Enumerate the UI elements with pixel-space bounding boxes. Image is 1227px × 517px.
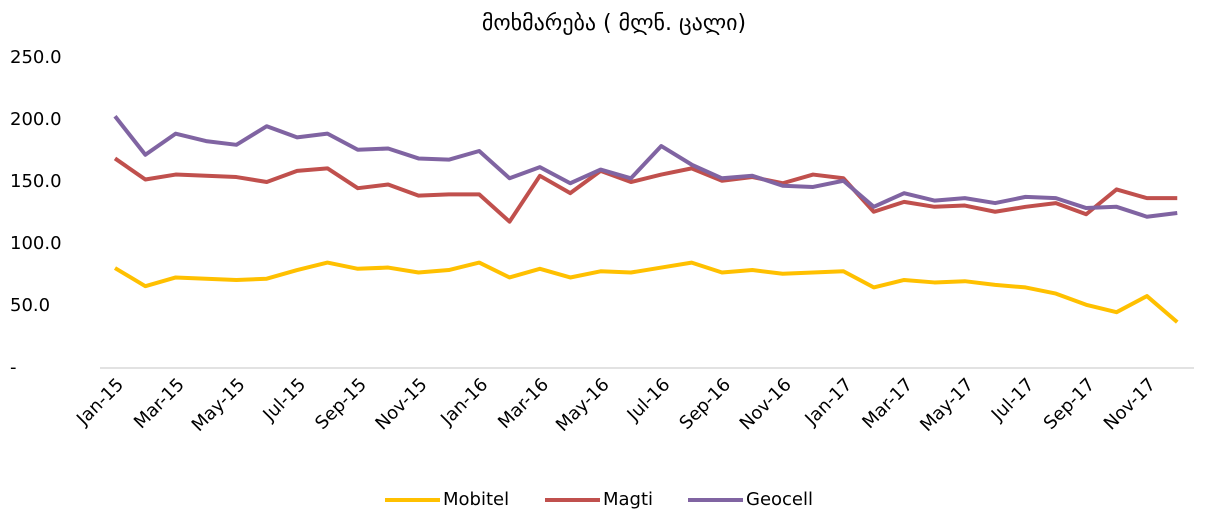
y-tick-label: 250.0: [10, 47, 62, 68]
x-tick-label: May-15: [188, 374, 250, 436]
x-tick-label: Nov-16: [736, 374, 796, 434]
x-tick-label: Sep-17: [1040, 374, 1100, 434]
x-tick-label: Jan-17: [800, 374, 856, 430]
x-tick-label: May-16: [552, 374, 614, 436]
y-tick-label: 50.0: [10, 295, 50, 316]
x-tick-label: Jan-15: [72, 374, 128, 430]
y-tick-label: 150.0: [10, 171, 62, 192]
x-tick-label: Sep-16: [675, 374, 735, 434]
legend-label: Mobitel: [443, 489, 509, 510]
x-tick-label: Mar-17: [858, 374, 917, 433]
legend-label: Geocell: [746, 489, 813, 510]
y-tick-label: 200.0: [10, 109, 62, 130]
x-tick-label: Nov-17: [1100, 374, 1160, 434]
x-tick-label: May-17: [916, 374, 978, 436]
x-tick-label: Jul-16: [623, 374, 675, 426]
series-line: [113, 156, 1178, 224]
x-tick-label: Jul-17: [987, 374, 1039, 426]
legend-label: Magti: [603, 489, 653, 510]
y-tick-label: 100.0: [10, 233, 62, 254]
y-tick-label: -: [10, 357, 17, 378]
x-tick-label: Jul-15: [258, 374, 310, 426]
x-tick-label: Sep-15: [311, 374, 371, 434]
chart-title: მოხმარება ( მლნ. ცალი): [482, 11, 746, 36]
x-tick-label: Jan-16: [436, 374, 492, 430]
x-tick-label: Mar-15: [130, 374, 189, 433]
series-line: [113, 260, 1179, 324]
x-tick-label: Nov-15: [371, 374, 431, 434]
x-tick-label: Mar-16: [494, 374, 553, 433]
series-line: [113, 115, 1178, 219]
